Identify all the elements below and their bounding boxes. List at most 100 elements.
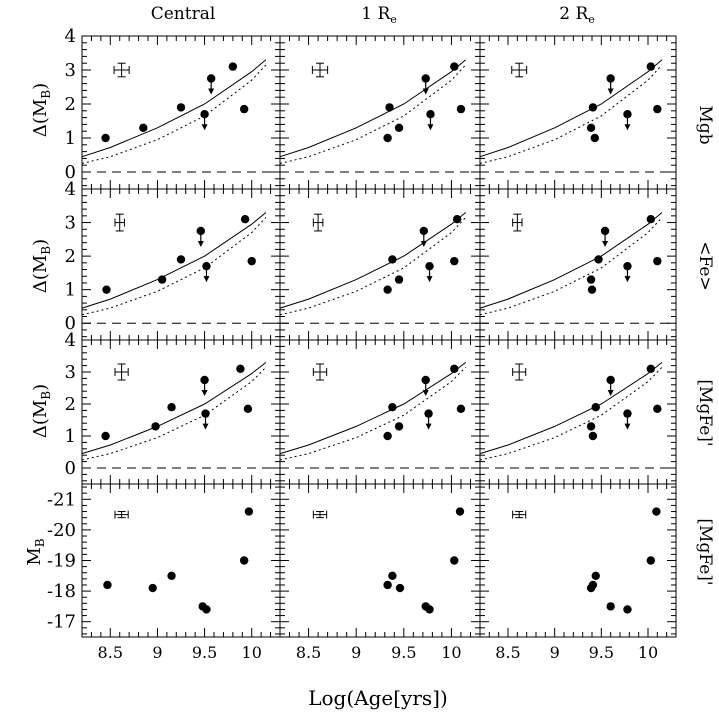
upper-limit-arrowhead [624, 423, 631, 430]
data-point [383, 580, 392, 590]
data-point [587, 285, 597, 294]
data-point [588, 580, 598, 590]
upper-limit-arrowhead [425, 423, 432, 430]
x-tick-label: 9.5 [589, 643, 614, 662]
upper-limit-arrowhead [208, 88, 215, 95]
data-point [450, 364, 459, 373]
data-point [586, 123, 596, 132]
data-point [455, 507, 465, 516]
panel-frame [81, 35, 281, 190]
panel-frame [279, 188, 481, 341]
data-point [388, 403, 397, 412]
data-point [594, 255, 603, 264]
upper-limit-arrowhead [197, 240, 204, 247]
x-tick-label: 9.5 [391, 643, 416, 662]
data-point [247, 256, 256, 266]
data-point [586, 275, 596, 284]
y-tick-label: -19 [47, 551, 76, 572]
column-title-2re: 2 Re [559, 4, 595, 26]
model-curve-solid [479, 212, 663, 309]
y-axis-label-row-1: Δ(MB) [30, 83, 53, 137]
y-tick-label: 1 [65, 128, 76, 149]
data-point [623, 605, 632, 614]
data-point [588, 103, 598, 112]
data-point [151, 422, 160, 431]
model-curve-dotted [279, 64, 467, 164]
model-curve-solid [479, 362, 663, 455]
x-tick-label: 10 [242, 643, 262, 662]
data-point [588, 431, 598, 441]
data-point [102, 285, 111, 294]
data-point [452, 215, 462, 224]
data-point [591, 403, 600, 412]
panel-r1-c2 [279, 35, 481, 190]
data-point [456, 104, 466, 114]
data-point [202, 605, 211, 614]
x-axis-label: Log(Age[yrs]) [308, 686, 448, 710]
panel-frame [479, 339, 677, 485]
model-curve-solid [279, 212, 467, 309]
model-curve-solid [81, 362, 267, 455]
y-tick-label: 1 [65, 280, 76, 301]
panel-frame [279, 483, 481, 638]
data-point [653, 104, 662, 114]
data-point [202, 261, 211, 271]
data-point [383, 285, 392, 294]
data-point [239, 556, 249, 565]
data-point [646, 215, 655, 224]
y-tick-label: 3 [65, 60, 76, 81]
upper-limit-arrowhead [422, 390, 429, 396]
data-point [586, 422, 596, 431]
x-tick-label: 9.5 [192, 643, 217, 662]
upper-limit-arrowhead [420, 240, 427, 247]
data-point [606, 602, 615, 611]
data-point [653, 404, 662, 413]
upper-limit-arrowhead [202, 423, 209, 430]
y-tick-label: 0 [65, 162, 76, 183]
y-tick-label: 3 [65, 362, 76, 383]
model-curve-dotted [81, 64, 267, 164]
x-tick-label: 9 [351, 643, 361, 662]
data-point [646, 364, 655, 373]
panel-r1-c3 [479, 35, 677, 190]
y-tick-label: 3 [65, 213, 76, 234]
data-point [167, 403, 176, 412]
data-point [456, 404, 466, 413]
column-title-central: Central [151, 4, 216, 24]
data-point [383, 133, 392, 143]
data-point [646, 62, 655, 71]
data-point [388, 571, 397, 580]
data-point [148, 583, 157, 593]
model-curve-dotted [279, 217, 467, 316]
model-curve-dotted [81, 366, 267, 461]
y-tick-label: -20 [47, 520, 76, 541]
y-tick-label: 4 [65, 26, 76, 47]
x-tick-label: 8.5 [98, 643, 123, 662]
upper-limit-arrowhead [427, 124, 434, 131]
upper-limit-arrowhead [201, 124, 208, 131]
data-point [450, 62, 459, 71]
y-axis-label-row-3: Δ(MB) [30, 384, 53, 438]
data-point [394, 422, 404, 431]
y-axis-label-row-4: MB [24, 538, 47, 565]
data-point [239, 104, 249, 114]
model-curve-solid [279, 362, 467, 455]
y-tick-label: -18 [47, 581, 76, 602]
upper-limit-arrowhead [607, 390, 614, 396]
x-tick-label: 10 [441, 643, 461, 662]
data-point [176, 255, 186, 264]
data-point [623, 261, 632, 271]
model-curve-dotted [479, 64, 663, 164]
y-tick-label: 1 [65, 426, 76, 447]
x-tick-label: 9 [550, 643, 560, 662]
model-curve-solid [81, 212, 267, 309]
data-point [424, 409, 433, 418]
upper-limit-arrowhead [624, 276, 631, 283]
data-point [243, 404, 253, 413]
y-tick-label: 2 [65, 246, 76, 267]
data-point [244, 507, 254, 516]
panel-r2-c3 [479, 188, 677, 341]
data-point [652, 507, 661, 516]
panel-frame [81, 483, 281, 638]
